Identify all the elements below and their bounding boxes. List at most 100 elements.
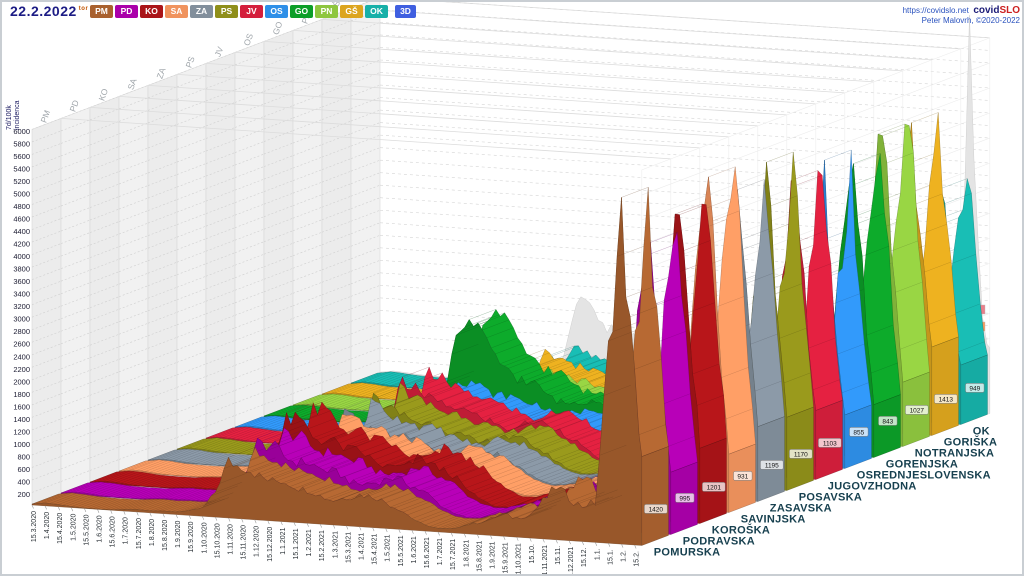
x-tick [293,522,296,527]
region-name-KO: KOROŠKA [712,523,770,536]
region-button-OK[interactable]: OK [365,5,388,18]
x-tick [280,521,283,526]
y-axis-title: 7d/100kincidenca [6,100,21,130]
x-tick [123,510,126,515]
x-tick-label: 15.6.2021 [424,537,431,568]
x-tick [254,519,257,524]
x-tick-label: 15.10.2020 [214,523,221,558]
x-tick-label: 15.7.2021 [450,539,457,570]
ribbon-PM[interactable]: 1420 [31,187,669,546]
ribbon-front-PM [31,197,642,546]
x-tick [267,520,270,525]
y-tick-label: 1000 [13,440,30,449]
x-tick-label: 1.11.2021 [542,545,549,576]
region-button-PN[interactable]: PN [315,5,338,18]
wall-panel-SA [118,84,149,473]
back-walls [31,2,381,506]
value-label-JV: 1103 [823,441,837,448]
x-tick [477,534,480,539]
x-tick [359,526,362,531]
wall-label-OK: OK [357,2,371,3]
x-tick-label: 15.10. [529,544,536,564]
x-tick [516,537,519,541]
y-axis: 200 400 600 800 1000 1200 1400 1600 1800 2000 2200… [13,127,30,499]
region-button-PD[interactable]: PD [115,5,138,18]
x-axis: 15.3.2020 1.4.2020 15.4.2020 1.5.2020 15.5.2… [31,504,641,576]
region-name-OS: OSREDNJESLOVENSKA [857,469,991,481]
x-tick-label: 1.6.2020 [97,515,104,542]
value-label-GO: 843 [882,419,893,426]
region-name-SA: SAVINJSKA [741,513,806,525]
region-button-OS[interactable]: OS [265,5,288,18]
x-tick [555,539,558,544]
x-tick-label: 1.2. [621,550,628,562]
y-tick-label: 2200 [13,365,30,374]
wall-label-PS: PS [183,55,196,69]
mode-3d-button[interactable]: 3D [395,5,416,18]
ribbon-endcap-PM [641,446,669,546]
x-tick [464,533,467,538]
x-tick [529,537,532,542]
x-tick [71,507,74,512]
y-tick-label: 4400 [13,227,30,236]
region-name-PM: POMURSKA [654,546,721,558]
region-name-PS: POSAVSKA [799,491,862,503]
region-button-KO[interactable]: KO [140,5,163,18]
x-tick-label: 15.1. [607,549,614,565]
x-tick [490,535,493,540]
region-name-OK: OK [973,425,990,437]
region-name-ZA: ZASAVSKA [770,502,832,514]
region-button-PM[interactable]: PM [90,5,113,18]
x-tick-label: 1.7.2020 [123,517,130,544]
x-tick-label: 15.2. [634,551,641,567]
region-button-ZA[interactable]: ZA [190,5,213,18]
x-tick [372,527,375,532]
value-label-box-OS [849,427,869,437]
region-button-GŠ[interactable]: GŠ [340,5,363,18]
x-tick [333,524,336,529]
x-tick [634,544,637,549]
value-label-box-SA [733,471,753,481]
value-label-box-OK [965,383,985,393]
value-label-PD: 995 [679,496,690,503]
x-tick [424,530,427,535]
y-tick-label: 3200 [13,302,30,311]
x-tick-label: 15.11. [555,546,562,565]
y-tick-label: 4800 [13,202,30,211]
x-tick-label: 1.8.2020 [149,519,156,546]
x-tick-label: 1.12.2020 [254,526,261,557]
x-tick [411,530,414,534]
x-tick [31,504,34,509]
value-label-box-PS [789,449,813,459]
value-label-KO: 1201 [707,485,722,492]
region-button-SA[interactable]: SA [165,5,188,18]
value-label-box-GO [878,416,898,426]
site-link[interactable]: https://covidslo.net [902,6,969,15]
wall-label-PM: PM [38,109,52,124]
y-tick-label: 4600 [13,215,30,224]
x-tick-label: 15.3.2020 [31,511,38,542]
y-tick-label: 5000 [13,190,30,199]
value-label-box-PD [675,493,695,503]
value-label-box-KO [702,482,726,492]
wall-panel-PS [176,62,207,451]
region-button-JV[interactable]: JV [240,5,263,18]
ribbon-endcap-ZA [757,416,785,502]
wall-panel-KO [89,95,120,484]
day-abbrev: tor [78,6,89,13]
x-tick-label: 15.6.2020 [110,516,117,547]
value-label-GŠ: 1413 [939,397,954,404]
value-label-box-ZA [760,460,784,470]
region-button-GO[interactable]: GO [290,5,313,18]
x-tick-label: 15.4.2021 [372,534,379,565]
value-label-PN: 1027 [910,408,925,415]
region-button-PS[interactable]: PS [215,5,238,18]
value-label-OS: 855 [853,430,864,437]
y-tick-label: 3400 [13,290,30,299]
x-tick-label: 15.2.2021 [319,530,326,561]
wall-label-ZA: ZA [154,66,167,80]
x-tick [450,532,453,537]
x-tick [97,509,100,513]
x-tick-label: 15.4.2020 [57,513,64,544]
date-selector[interactable]: 22.2.2022 tor [10,3,88,19]
